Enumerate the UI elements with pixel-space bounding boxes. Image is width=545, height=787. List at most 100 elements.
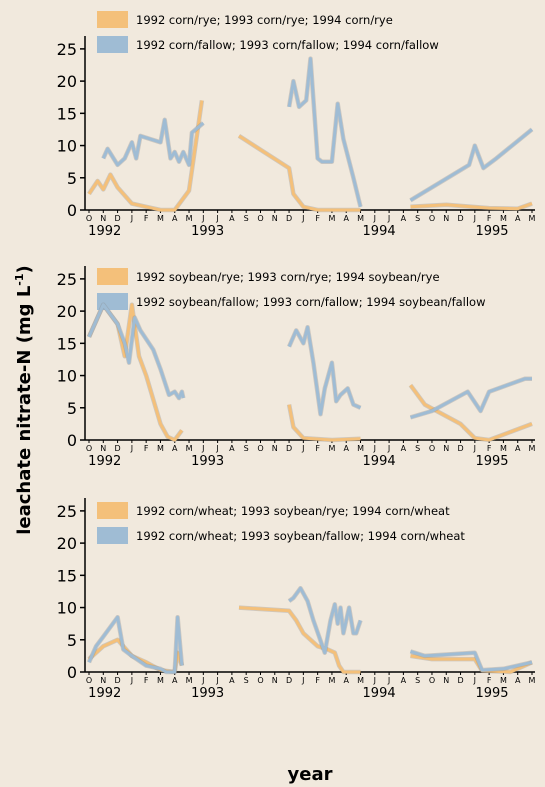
x-tick-label: F [315, 214, 320, 223]
x-tick-label: J [373, 444, 376, 453]
x-tick-label: M [157, 214, 164, 223]
x-tick-label: M [529, 676, 536, 685]
x-tick-label: J [301, 444, 304, 453]
x-tick-label: F [144, 444, 149, 453]
x-tick-label: F [144, 676, 149, 685]
legend-label: 1992 corn/wheat; 1993 soybean/fallow; 19… [136, 529, 465, 543]
x-tick-label: M [357, 444, 364, 453]
x-tick-label: S [244, 676, 249, 685]
y-tick-label: 5 [67, 399, 77, 418]
x-axis-label: year [288, 764, 333, 785]
x-tick-label: A [172, 676, 178, 685]
legend-label: 1992 corn/rye; 1993 corn/rye; 1994 corn/… [136, 13, 393, 27]
x-tick-label: D [286, 676, 292, 685]
x-tick-label: M [328, 214, 335, 223]
y-label-end: ) [14, 265, 35, 273]
x-tick-label: M [529, 444, 536, 453]
x-tick-label: M [186, 676, 193, 685]
legend-swatch [97, 502, 128, 519]
x-tick-label: J [130, 214, 133, 223]
x-tick-label: O [257, 444, 263, 453]
x-tick-label: M [186, 214, 193, 223]
y-tick-label: 5 [67, 169, 77, 188]
y-label-superscript: -1 [13, 273, 26, 285]
y-tick-label: 15 [57, 334, 77, 353]
x-tick-label: J [215, 676, 218, 685]
x-tick-label: A [515, 444, 521, 453]
year-label: 1994 [363, 224, 396, 239]
x-tick-label: O [429, 214, 435, 223]
x-tick-label: J [387, 676, 390, 685]
x-tick-label: J [473, 676, 476, 685]
x-tick-label: F [487, 444, 492, 453]
x-tick-label: J [201, 676, 204, 685]
x-tick-label: D [457, 444, 463, 453]
x-tick-label: D [286, 444, 292, 453]
x-tick-label: M [357, 676, 364, 685]
x-tick-label: S [415, 444, 420, 453]
x-tick-label: M [186, 444, 193, 453]
x-tick-label: M [500, 676, 507, 685]
y-tick-label: 0 [67, 431, 77, 450]
x-tick-label: N [443, 444, 449, 453]
y-tick-label: 25 [57, 40, 77, 59]
legend-label: 1992 soybean/rye; 1993 corn/rye; 1994 so… [136, 270, 440, 284]
x-tick-label: O [429, 444, 435, 453]
y-tick-label: 25 [57, 270, 77, 289]
x-tick-label: A [172, 444, 178, 453]
x-tick-label: A [401, 444, 407, 453]
series-line [101, 57, 533, 208]
x-tick-label: D [457, 214, 463, 223]
x-tick-label: N [443, 676, 449, 685]
x-tick-label: O [429, 676, 435, 685]
x-tick-label: F [315, 444, 320, 453]
y-tick-label: 20 [57, 72, 77, 91]
x-tick-label: J [301, 214, 304, 223]
x-tick-label: S [415, 214, 420, 223]
x-tick-label: J [130, 444, 133, 453]
x-tick-label: F [315, 676, 320, 685]
x-tick-label: N [100, 676, 106, 685]
legend-label: 1992 soybean/fallow; 1993 corn/fallow; 1… [136, 295, 486, 309]
x-tick-label: D [114, 214, 120, 223]
y-tick-label: 10 [57, 599, 77, 618]
x-tick-label: J [387, 214, 390, 223]
y-axis-label: leachate nitrate-N (mg L-1) [13, 265, 35, 535]
y-tick-label: 10 [57, 367, 77, 386]
x-tick-label: J [201, 444, 204, 453]
legend-label: 1992 corn/fallow; 1993 corn/fallow; 1994… [136, 38, 439, 52]
y-tick-label: 0 [67, 201, 77, 220]
legend-label: 1992 corn/wheat; 1993 soybean/rye; 1994 … [136, 504, 450, 518]
legend-swatch [97, 36, 128, 53]
x-tick-label: D [114, 676, 120, 685]
x-tick-label: M [157, 444, 164, 453]
x-tick-label: A [229, 214, 235, 223]
year-label: 1994 [363, 686, 396, 701]
x-tick-label: S [415, 676, 420, 685]
x-tick-label: M [500, 444, 507, 453]
y-tick-label: 0 [67, 663, 77, 682]
x-tick-label: N [443, 214, 449, 223]
y-label-text: leachate nitrate-N (mg L [14, 286, 35, 535]
legend-swatch [97, 527, 128, 544]
y-tick-label: 20 [57, 534, 77, 553]
year-label: 1992 [88, 224, 121, 239]
x-tick-label: S [244, 214, 249, 223]
x-tick-label: A [229, 444, 235, 453]
x-tick-label: F [487, 214, 492, 223]
x-tick-label: A [229, 676, 235, 685]
x-tick-label: S [244, 444, 249, 453]
x-tick-label: O [86, 214, 92, 223]
y-tick-label: 10 [57, 137, 77, 156]
year-label: 1993 [191, 686, 224, 701]
x-tick-label: F [487, 676, 492, 685]
x-tick-label: D [286, 214, 292, 223]
x-tick-label: A [343, 444, 349, 453]
x-tick-label: J [373, 214, 376, 223]
series-line [87, 303, 532, 419]
x-tick-label: N [272, 444, 278, 453]
x-tick-label: A [515, 676, 521, 685]
legend-swatch [97, 11, 128, 28]
x-tick-label: A [515, 214, 521, 223]
